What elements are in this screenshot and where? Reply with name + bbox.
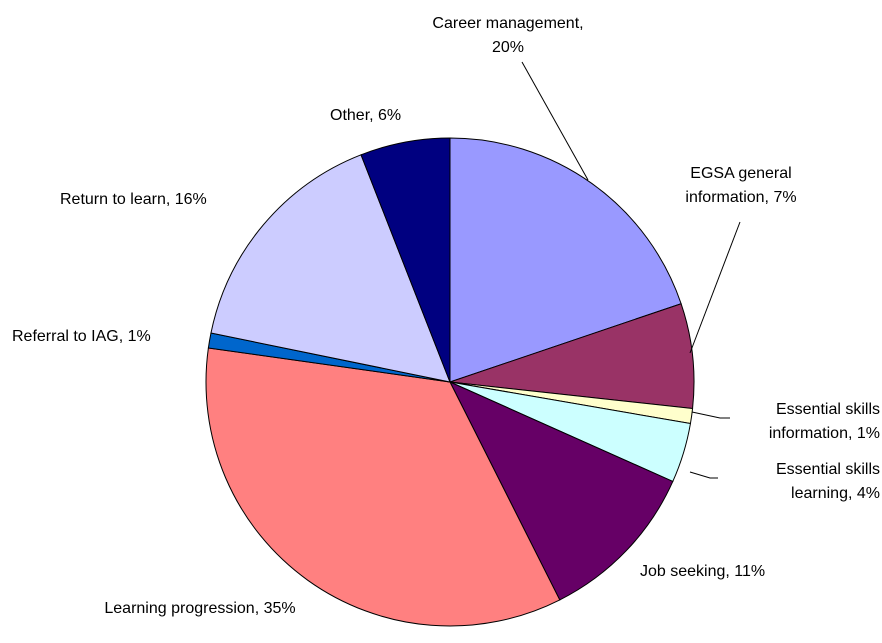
slice-label: Learning progression, 35%: [104, 600, 296, 617]
slice-label-text: Return to learn, 16%: [60, 191, 207, 208]
slice: [448, 380, 674, 601]
leader-line: [689, 221, 741, 354]
slice-label: Return to learn, 16%: [60, 191, 207, 208]
slice-label-text: EGSA general information, 7%: [685, 165, 797, 206]
slice-label-text: Referral to IAG, 1%: [12, 328, 151, 345]
slice: [210, 154, 451, 383]
leader-line: [691, 411, 730, 419]
slice-label-text: Learning progression, 35%: [104, 600, 296, 617]
slice-label-text: Other, 6%: [330, 107, 402, 124]
slice-label: Job seeking, 11%: [640, 563, 766, 580]
slice-label: Other, 6%: [330, 107, 402, 124]
leader-line: [689, 471, 718, 479]
slice-label: Essential skills learning, 4%: [775, 461, 880, 502]
leader-lines: [521, 61, 741, 479]
slice-label-text: Career management, 20%: [432, 15, 584, 56]
slice: [360, 137, 451, 383]
slice-label: Career management, 20%: [432, 15, 584, 56]
slice: [205, 347, 561, 627]
leader-line: [521, 61, 589, 181]
slices: [205, 137, 695, 627]
slice: [449, 303, 695, 410]
slice-label: Referral to IAG, 1%: [12, 328, 151, 345]
slice-label-text: Job seeking, 11%: [640, 563, 766, 580]
slice: [449, 137, 682, 383]
slice-label-text: Essential skills learning, 4%: [775, 461, 880, 502]
slice-label-text: Essential skills information, 1%: [768, 401, 880, 442]
slice-label: Essential skills information, 1%: [768, 401, 880, 442]
slice-label: EGSA general information, 7%: [685, 165, 797, 206]
